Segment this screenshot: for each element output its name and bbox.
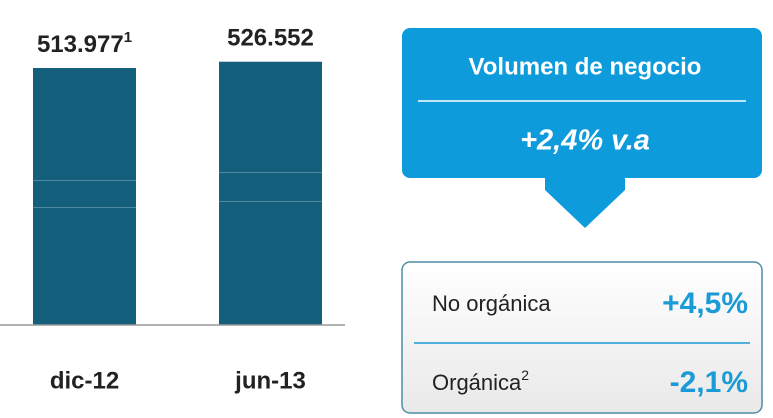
row-label: No orgánica xyxy=(432,291,551,316)
row-label: Orgánica2 xyxy=(432,367,529,395)
row-label-text: No orgánica xyxy=(432,291,551,316)
bar-segment xyxy=(219,172,322,202)
callout-arrow xyxy=(545,178,625,228)
x-tick-label: jun-13 xyxy=(234,367,306,394)
footnote: 1 xyxy=(124,29,132,46)
callout-box xyxy=(402,28,762,178)
callout-title: Volumen de negocio xyxy=(469,53,702,80)
x-tick-label: dic-12 xyxy=(50,367,119,394)
row-value: -2,1% xyxy=(670,366,748,399)
bar-segment xyxy=(33,68,136,181)
total-label: 513.9771 xyxy=(37,29,132,58)
total-label: 526.552 xyxy=(227,25,314,52)
callout-value: +2,4% v.a xyxy=(520,125,650,157)
footnote: 2 xyxy=(521,367,529,383)
bar-segment xyxy=(219,201,322,325)
detail-box xyxy=(401,261,763,414)
bar-segment xyxy=(33,180,136,208)
row-label-text: Orgánica xyxy=(432,370,522,395)
chart: 513.9771 dic-12 526.552 jun-13 xyxy=(0,25,345,394)
row-value: +4,5% xyxy=(662,287,748,320)
total-value: 513.977 xyxy=(37,31,124,58)
total-value: 526.552 xyxy=(227,25,314,52)
bar-segment xyxy=(219,61,322,173)
callout: Volumen de negocio +2,4% v.a No orgánica… xyxy=(401,28,763,414)
bar-segment xyxy=(33,207,136,325)
